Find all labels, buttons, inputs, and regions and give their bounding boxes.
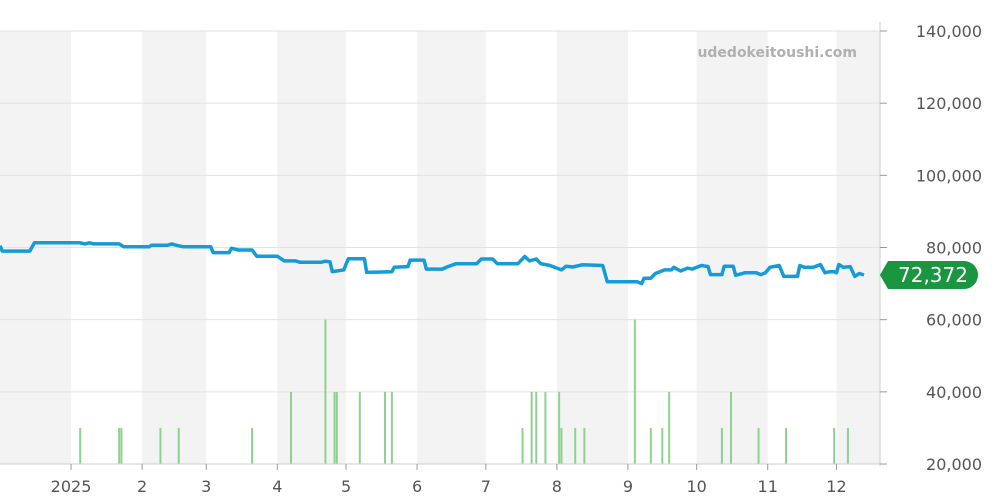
x-tick-label: 12 (826, 477, 846, 496)
x-tick-label: 8 (552, 477, 562, 496)
x-tick-label: 2 (137, 477, 147, 496)
volume-bars (79, 319, 849, 464)
y-tick-label: 60,000 (926, 311, 982, 330)
y-tick-label: 40,000 (926, 383, 982, 402)
current-value-badge-shape (880, 261, 979, 290)
watermark: udedokeitoushi.com (697, 45, 857, 61)
x-tick-label: 4 (272, 477, 282, 496)
price-line (0, 241, 865, 286)
x-tick-label: 5 (341, 477, 351, 496)
x-tick-label: 10 (686, 477, 706, 496)
current-value-label: 72,372 (898, 263, 968, 287)
x-tick-label: 3 (201, 477, 211, 496)
x-tick-label: 11 (758, 477, 778, 496)
y-tick-label: 20,000 (926, 455, 982, 474)
x-tick-label: 2025 (51, 477, 92, 496)
x-tick-label: 9 (623, 477, 633, 496)
y-tick-label: 100,000 (916, 166, 982, 185)
y-axis: 20,000 40,000 60,000 80,000 100,000 120,000 14… (880, 22, 982, 474)
y-tick-label: 80,000 (926, 239, 982, 258)
x-tick-label: 7 (481, 477, 491, 496)
y-tick-label: 140,000 (916, 22, 982, 41)
y-tick-label: 120,000 (916, 94, 982, 113)
x-tick-label: 6 (412, 477, 422, 496)
current-value-badge: 72,372 (880, 261, 979, 290)
x-axis: 2025 2 3 4 5 6 7 8 9 10 11 12 (51, 464, 847, 496)
